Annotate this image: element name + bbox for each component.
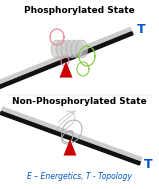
Ellipse shape [56, 40, 68, 58]
Ellipse shape [66, 40, 78, 58]
Polygon shape [1, 107, 142, 162]
Ellipse shape [51, 40, 63, 58]
Ellipse shape [71, 40, 83, 58]
Text: T: T [144, 158, 152, 171]
Text: T: T [137, 22, 145, 36]
Polygon shape [0, 28, 132, 86]
Text: Non-Phosphorylated State: Non-Phosphorylated State [12, 97, 146, 106]
Text: Phosphorylated State: Phosphorylated State [24, 6, 134, 15]
Polygon shape [59, 61, 73, 77]
Polygon shape [0, 111, 140, 165]
Text: E – Energetics, T - Topology: E – Energetics, T - Topology [27, 172, 131, 181]
Polygon shape [0, 32, 133, 89]
Ellipse shape [76, 40, 88, 58]
Ellipse shape [61, 40, 73, 58]
Polygon shape [63, 139, 76, 156]
